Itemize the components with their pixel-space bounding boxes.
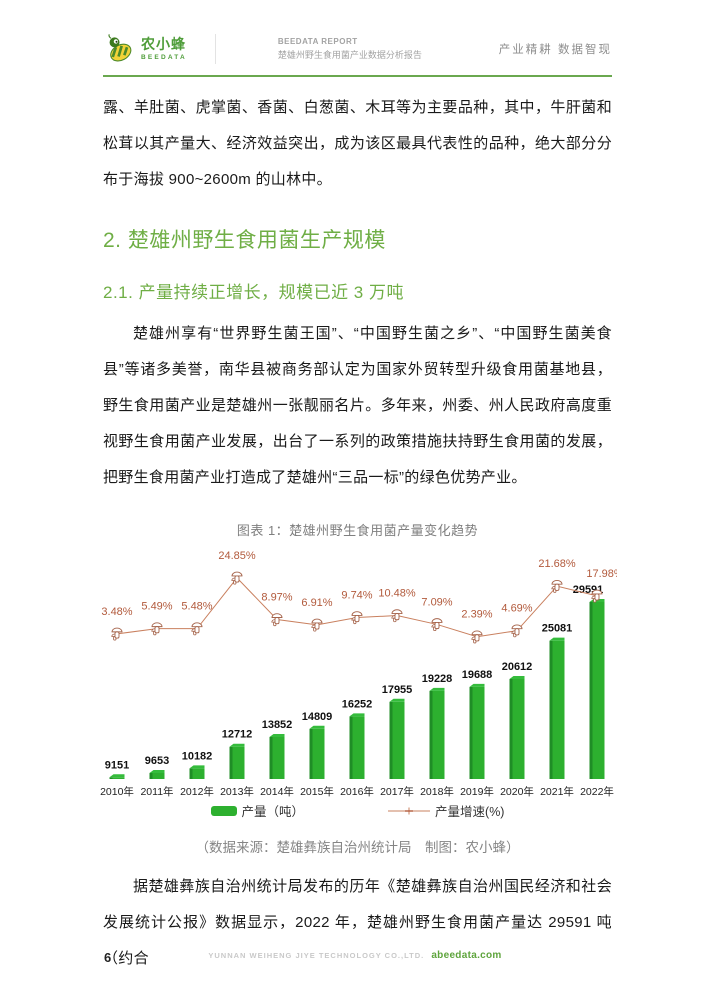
bar-value-label: 9151 bbox=[105, 759, 129, 771]
year-label: 2021年 bbox=[540, 785, 574, 798]
section-heading-2-1: 2.1. 产量持续正增长，规模已近 3 万吨 bbox=[103, 283, 404, 302]
mushroom-marker-icon bbox=[431, 618, 443, 632]
bar-group: 16252 2016年 bbox=[340, 698, 374, 798]
year-label: 2013年 bbox=[220, 785, 254, 798]
paragraph-species: 露、羊肚菌、虎掌菌、香菌、白葱菌、木耳等为主要品种，其中，牛肝菌和松茸以其产量大… bbox=[103, 99, 612, 188]
mushroom-marker-icon bbox=[151, 622, 163, 636]
footer-company: YUNNAN WEIHENG JIYE TECHNOLOGY CO.,LTD. bbox=[208, 951, 425, 960]
bar-value-label: 19688 bbox=[462, 669, 493, 681]
growth-pct-label: 9.74% bbox=[341, 589, 372, 601]
chart-container: 9151 2010年 9653 2011年 10182 2012年 12712 2013年 13… bbox=[97, 543, 617, 799]
header-rule bbox=[103, 75, 612, 77]
growth-pct-label: 5.48% bbox=[181, 601, 212, 613]
mushroom-marker-icon bbox=[271, 613, 283, 627]
bar-value-label: 17955 bbox=[382, 684, 413, 696]
growth-pct-label: 21.68% bbox=[538, 558, 576, 570]
bar-group: 9653 2011年 bbox=[140, 755, 173, 798]
year-label: 2014年 bbox=[260, 785, 294, 798]
bar-value-label: 19228 bbox=[422, 673, 453, 685]
report-label: BEEDATA REPORT bbox=[277, 36, 358, 46]
paragraph-honors: 楚雄州享有“世界野生菌王国”、“中国野生菌之乡”、“中国野生菌美食县”等诸多美誉… bbox=[103, 325, 612, 486]
section-heading-2: 2. 楚雄州野生食用菌生产规模 bbox=[103, 229, 386, 252]
bar-value-label: 10182 bbox=[182, 750, 213, 762]
page-number: 6 bbox=[104, 950, 112, 965]
bar-value-label: 14809 bbox=[302, 711, 333, 723]
data-source-note: （数据来源：楚雄彝族自治州统计局 制图：农小蜂） bbox=[195, 840, 520, 855]
report-subtitle: 楚雄州野生食用菌产业数据分析报告 bbox=[277, 50, 422, 61]
page-footer: 6 YUNNAN WEIHENG JIYE TECHNOLOGY CO.,LTD… bbox=[0, 950, 710, 966]
mushroom-marker-icon bbox=[191, 622, 203, 636]
legend-label-growth: 产量增速(%) bbox=[435, 805, 505, 819]
bar-value-label: 20612 bbox=[502, 661, 533, 673]
bar-value-label: 25081 bbox=[542, 623, 573, 635]
bar-series-swatch bbox=[210, 805, 237, 816]
header-slogan: 产业精耕 数据智现 bbox=[498, 44, 612, 56]
bar-value-label: 9653 bbox=[145, 755, 169, 767]
report-title-block: BEEDATA REPORT 楚雄州野生食用菌产业数据分析报告 bbox=[278, 37, 422, 62]
year-label: 2015年 bbox=[300, 785, 334, 798]
production-trend-chart: 9151 2010年 9653 2011年 10182 2012年 12712 2013年 13… bbox=[100, 550, 617, 798]
bar-value-label: 16252 bbox=[342, 698, 373, 710]
header-divider bbox=[214, 34, 216, 64]
growth-pct-label: 5.49% bbox=[141, 601, 172, 613]
brand-name-cn: 农小蜂 bbox=[141, 35, 186, 52]
bar-value-label: 13852 bbox=[262, 719, 293, 731]
bar-group: 25081 2021年 bbox=[540, 623, 574, 798]
legend-label-production: 产量（吨） bbox=[241, 805, 305, 819]
year-label: 2020年 bbox=[500, 785, 534, 798]
paragraph-statistics: 据楚雄彝族自治州统计局发布的历年《楚雄彝族自治州国民经济和社会发展统计公报》数据… bbox=[103, 878, 612, 967]
bar-group: 13852 2014年 bbox=[260, 719, 294, 798]
growth-pct-label: 8.97% bbox=[261, 591, 292, 603]
mushroom-marker-icon bbox=[111, 627, 123, 641]
mushroom-marker-icon bbox=[471, 630, 483, 644]
legend-item-production: 产量（吨） bbox=[210, 801, 305, 820]
page-header: 农小蜂 BEEDATA BEEDATA REPORT 楚雄州野生食用菌产业数据分… bbox=[103, 28, 612, 70]
line-series-swatch bbox=[388, 807, 431, 814]
legend-item-growth: 产量增速(%) bbox=[388, 801, 504, 820]
bar-group: 10182 2012年 bbox=[180, 750, 214, 798]
bar-value-label: 12712 bbox=[222, 729, 253, 741]
growth-pct-label: 2.39% bbox=[461, 609, 492, 621]
bar-group: 19688 2019年 bbox=[460, 669, 494, 798]
chart-legend: 产量（吨） 产量增速(%) bbox=[103, 801, 612, 820]
beedata-logo: 农小蜂 BEEDATA bbox=[103, 33, 187, 65]
chart-caption: 图表 1：楚雄州野生食用菌产量变化趋势 bbox=[236, 523, 479, 538]
year-label: 2019年 bbox=[460, 785, 494, 798]
year-label: 2018年 bbox=[420, 785, 454, 798]
year-label: 2016年 bbox=[340, 785, 374, 798]
mushroom-marker-icon bbox=[591, 589, 603, 603]
bar-group: 9151 2010年 bbox=[100, 759, 134, 798]
year-label: 2011年 bbox=[140, 785, 173, 798]
growth-pct-label: 4.69% bbox=[501, 603, 532, 615]
bar-group: 14809 2015年 bbox=[300, 711, 334, 798]
growth-pct-label: 7.09% bbox=[421, 596, 452, 608]
mushroom-marker-icon bbox=[311, 618, 323, 632]
year-label: 2012年 bbox=[180, 785, 214, 798]
mushroom-marker-icon bbox=[231, 571, 243, 585]
footer-company-line: YUNNAN WEIHENG JIYE TECHNOLOGY CO.,LTD. … bbox=[0, 950, 710, 961]
growth-pct-label: 3.48% bbox=[101, 606, 132, 618]
growth-pct-label: 6.91% bbox=[301, 597, 332, 609]
bar-group: 19228 2018年 bbox=[420, 673, 454, 798]
year-label: 2017年 bbox=[380, 785, 414, 798]
year-label: 2022年 bbox=[580, 785, 614, 798]
bee-logo-icon bbox=[108, 34, 132, 62]
brand-text: 农小蜂 BEEDATA bbox=[141, 35, 187, 62]
year-label: 2010年 bbox=[100, 785, 134, 798]
brand-name-en: BEEDATA bbox=[141, 54, 187, 62]
bar-group: 20612 2020年 bbox=[500, 661, 534, 798]
mushroom-marker-icon bbox=[351, 611, 363, 625]
mushroom-marker-icon bbox=[551, 580, 563, 593]
footer-website: abeedata.com bbox=[431, 950, 502, 961]
bar-group: 17955 2017年 bbox=[380, 684, 414, 798]
bar-group: 12712 2013年 bbox=[220, 729, 254, 798]
growth-pct-label: 24.85% bbox=[218, 550, 256, 562]
growth-pct-label: 17.98% bbox=[586, 568, 617, 580]
mushroom-marker-icon bbox=[391, 609, 403, 623]
growth-pct-label: 10.48% bbox=[378, 588, 416, 600]
mushroom-marker-icon bbox=[511, 624, 523, 638]
